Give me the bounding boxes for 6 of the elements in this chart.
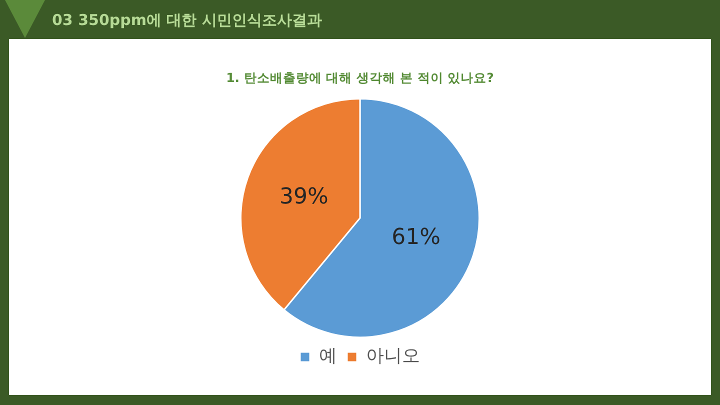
data-label: 39% xyxy=(279,184,328,210)
data-label: 61% xyxy=(392,224,441,250)
chart-title: 1. 탄소배출량에 대해 생각해 본 적이 있나요? xyxy=(226,70,494,85)
legend-label: 아니오 xyxy=(366,346,420,367)
legend-label: 예 xyxy=(319,346,337,367)
text: 03 350ppm에 대한 시민인식조사결과 xyxy=(52,10,322,30)
